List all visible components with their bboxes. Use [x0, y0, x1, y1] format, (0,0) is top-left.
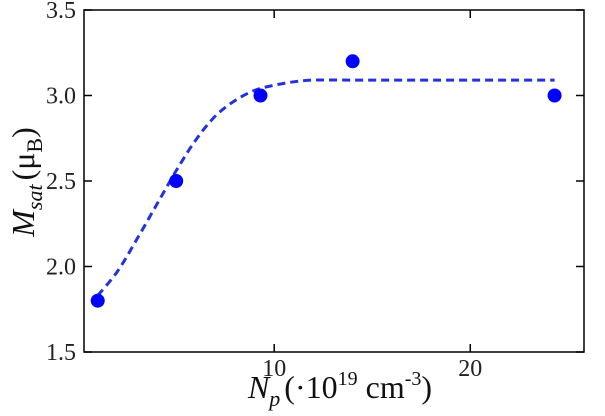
y-axis-ticks: 1.5 2.0 2.5 3.0 3.5 — [46, 0, 584, 366]
data-point-1 — [169, 174, 184, 188]
data-point-2 — [253, 88, 268, 103]
x-label-unit-close: ) — [421, 369, 432, 405]
fit-dashed-line — [96, 78, 555, 297]
y-label-unit-close: ) — [5, 127, 41, 138]
y-label-symbol-sub: sat — [22, 184, 47, 211]
data-point-0 — [90, 293, 105, 308]
y-tick-label-1: 2.0 — [46, 255, 76, 281]
x-label-symbol: N — [247, 369, 271, 405]
x-label-exp1: 19 — [338, 368, 358, 390]
x-tick-label-1: 20 — [458, 356, 482, 382]
y-label-symbol: M — [5, 208, 41, 238]
data-points — [90, 54, 562, 308]
data-point-3 — [345, 54, 360, 69]
x-tick-label-0: 10 — [262, 356, 286, 382]
y-tick-label-0: 1.5 — [46, 340, 76, 366]
y-tick-label-3: 3.0 — [46, 84, 76, 110]
plot-frame — [83, 9, 585, 353]
x-axis-ticks: 10 20 — [262, 10, 482, 382]
x-axis-label: Np (·1019 cm-3) — [247, 368, 432, 411]
x-label-symbol-sub: p — [267, 386, 280, 411]
data-point-4 — [547, 88, 562, 103]
x-label-unit-mid: cm — [358, 369, 405, 405]
y-label-unit-open: (μ — [5, 153, 41, 181]
x-label-exp2: -3 — [405, 368, 422, 390]
y-axis-label: Msat (μB) — [5, 127, 47, 238]
x-label-unit-open: (·10 — [284, 369, 337, 405]
y-label-unit-sub: B — [22, 138, 47, 153]
y-tick-label-2: 2.5 — [46, 169, 76, 195]
y-tick-label-4: 3.5 — [46, 0, 76, 24]
